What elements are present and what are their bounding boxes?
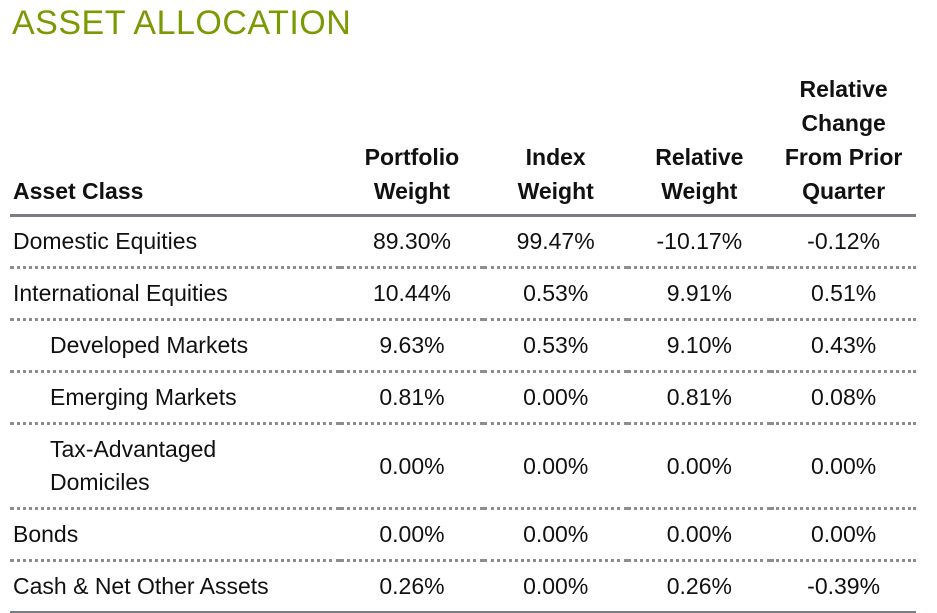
header-relative-weight: Relative Weight <box>627 72 772 217</box>
relative-weight-cell: 9.10% <box>627 319 772 373</box>
index-weight-cell: 0.00% <box>483 508 628 562</box>
portfolio-weight-cell: 0.00% <box>340 508 484 562</box>
table-row: Tax-Advantaged Domiciles 0.00% 0.00% 0.00% 0… <box>10 423 916 510</box>
header-row: Asset Class Portfolio Weight Index Weight … <box>10 72 916 217</box>
table-row: International Equities 10.44% 0.53% 9.91% 0.… <box>10 267 916 321</box>
asset-class-cell: Domestic Equities <box>10 215 340 269</box>
index-weight-cell: 0.00% <box>483 423 628 510</box>
asset-class-cell: International Equities <box>10 267 340 321</box>
relative-weight-cell: 9.91% <box>627 267 772 321</box>
relative-weight-cell: 0.26% <box>627 560 772 613</box>
table-row: Domestic Equities 89.30% 99.47% -10.17% -0.1… <box>10 215 916 269</box>
index-weight-cell: 0.53% <box>483 267 628 321</box>
table-row: Developed Markets 9.63% 0.53% 9.10% 0.43% <box>10 319 916 373</box>
portfolio-weight-cell: 10.44% <box>340 267 484 321</box>
portfolio-weight-cell: 0.00% <box>340 423 484 510</box>
asset-allocation-table: Asset Class Portfolio Weight Index Weight … <box>10 72 916 613</box>
table-row: Bonds 0.00% 0.00% 0.00% 0.00% <box>10 508 916 562</box>
asset-class-cell: Bonds <box>10 508 340 562</box>
relative-change-cell: 0.00% <box>771 508 916 562</box>
page-title: ASSET ALLOCATION <box>12 4 352 42</box>
relative-change-cell: 0.08% <box>771 371 916 425</box>
portfolio-weight-cell: 0.26% <box>340 560 484 613</box>
relative-weight-cell: 0.00% <box>627 508 772 562</box>
header-index-weight: Index Weight <box>483 72 628 217</box>
header-asset-class: Asset Class <box>10 72 340 217</box>
header-relative-change: Relative Change From Prior Quarter <box>771 72 916 217</box>
index-weight-cell: 0.00% <box>483 371 628 425</box>
relative-weight-cell: 0.00% <box>627 423 772 510</box>
relative-change-cell: 0.51% <box>771 267 916 321</box>
asset-class-cell: Cash & Net Other Assets <box>10 560 340 613</box>
relative-change-cell: -0.39% <box>771 560 916 613</box>
relative-weight-cell: 0.81% <box>627 371 772 425</box>
relative-weight-cell: -10.17% <box>627 215 772 269</box>
table-row: Emerging Markets 0.81% 0.00% 0.81% 0.08% <box>10 371 916 425</box>
portfolio-weight-cell: 9.63% <box>340 319 484 373</box>
asset-class-cell: Developed Markets <box>10 319 340 373</box>
relative-change-cell: 0.00% <box>771 423 916 510</box>
relative-change-cell: 0.43% <box>771 319 916 373</box>
index-weight-cell: 99.47% <box>483 215 628 269</box>
asset-class-cell: Tax-Advantaged Domiciles <box>10 423 340 510</box>
header-portfolio-weight: Portfolio Weight <box>340 72 484 217</box>
portfolio-weight-cell: 0.81% <box>340 371 484 425</box>
index-weight-cell: 0.53% <box>483 319 628 373</box>
relative-change-cell: -0.12% <box>771 215 916 269</box>
table-row: Cash & Net Other Assets 0.26% 0.00% 0.26% -0… <box>10 560 916 613</box>
portfolio-weight-cell: 89.30% <box>340 215 484 269</box>
asset-class-cell: Emerging Markets <box>10 371 340 425</box>
index-weight-cell: 0.00% <box>483 560 628 613</box>
